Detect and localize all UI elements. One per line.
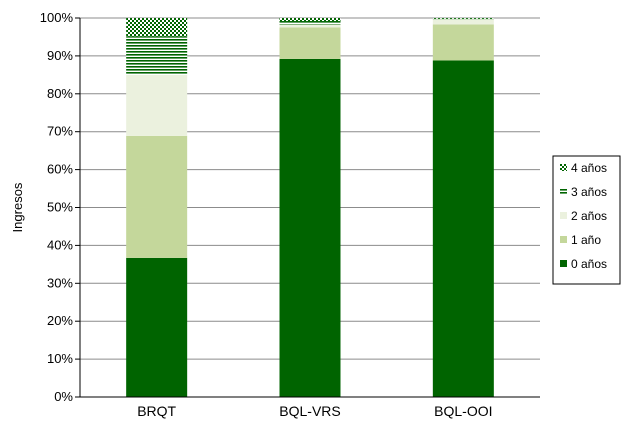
legend-swatch (560, 188, 567, 195)
legend-label: 1 año (571, 233, 601, 247)
y-tick-label: 100% (40, 10, 74, 25)
y-tick-label: 30% (47, 275, 73, 290)
bar-segment-0-1 (126, 136, 187, 258)
bar-segment-1-2 (280, 24, 341, 27)
x-tick-label: BQL-VRS (279, 403, 340, 419)
bar-segment-0-4 (126, 18, 187, 36)
y-tick-label: 50% (47, 200, 73, 215)
bar-segment-0-3 (126, 36, 187, 75)
y-tick-label: 10% (47, 351, 73, 366)
legend-swatch (560, 236, 567, 243)
legend-label: 0 años (571, 257, 607, 271)
legend-label: 2 años (571, 209, 607, 223)
bars (126, 18, 494, 397)
legend-swatch (560, 164, 567, 171)
bar-segment-1-0 (280, 59, 341, 397)
axis-labels: 0% 10% 20% 30% 40% 50% 60% 70% 80% 90% 100% BRQT BQL… (10, 10, 493, 419)
y-tick-label: 90% (47, 48, 73, 63)
legend-swatch (560, 260, 567, 267)
legend-label: 3 años (571, 185, 607, 199)
bar-segment-2-4 (433, 18, 494, 19)
y-tick-label: 60% (47, 162, 73, 177)
legend: 4 años 3 años 2 años 1 año 0 años (553, 156, 620, 284)
bar-segment-1-1 (280, 27, 341, 58)
y-tick-label: 80% (47, 86, 73, 101)
y-tick-label: 40% (47, 237, 73, 252)
bar-segment-2-0 (433, 60, 494, 397)
x-tick-label: BQL-OOI (434, 403, 492, 419)
bar-segment-1-4 (280, 18, 341, 21)
bar-segment-0-0 (126, 258, 187, 397)
bar-segment-2-2 (433, 19, 494, 24)
y-tick-label: 20% (47, 313, 73, 328)
bar-segment-1-3 (280, 21, 341, 24)
x-tick-label: BRQT (137, 403, 176, 419)
legend-label: 4 años (571, 161, 607, 175)
bar-segment-2-1 (433, 24, 494, 60)
legend-swatch (560, 212, 567, 219)
bar-segment-0-2 (126, 75, 187, 136)
y-tick-label: 70% (47, 124, 73, 139)
y-axis-title: Ingresos (10, 182, 25, 232)
y-tick-label: 0% (54, 389, 73, 404)
